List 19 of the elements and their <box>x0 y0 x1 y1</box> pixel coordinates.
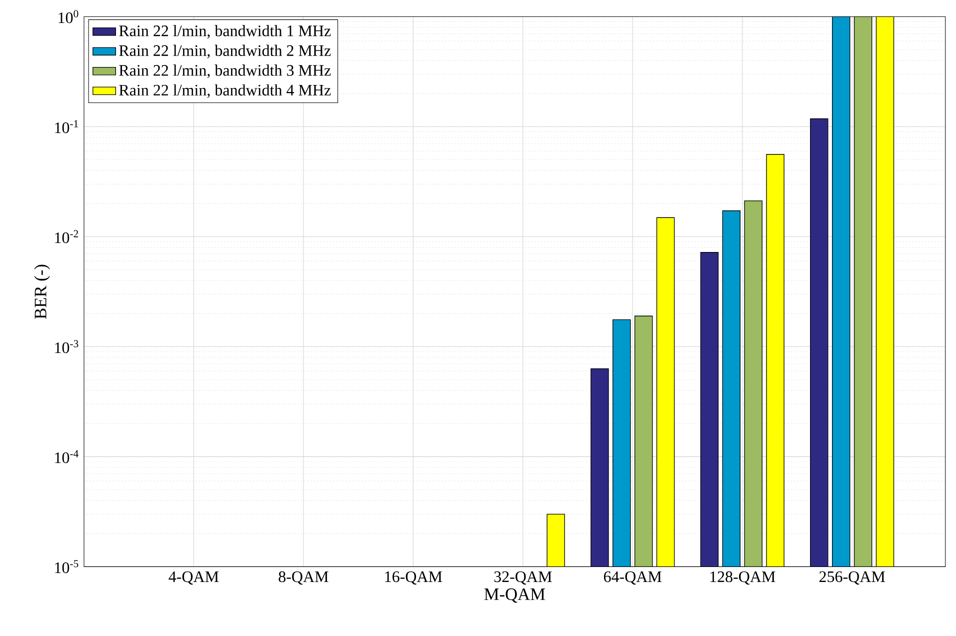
x-tick-label: 8-QAM <box>278 571 328 585</box>
x-tick-label: 4-QAM <box>168 571 219 585</box>
y-tick-label: 10$^{-4}$ <box>55 450 78 464</box>
y-tick-label: 10$^{-5}$ <box>55 560 78 574</box>
y-tick-label: 10$^{-2}$ <box>55 230 78 244</box>
legend-label: Rain 22 l/min, bandwidth 2 MHz <box>119 44 331 58</box>
x-axis-title: M-QAM <box>484 588 545 603</box>
y-tick-label: 10$^{-1}$ <box>55 120 78 134</box>
legend-label: Rain 22 l/min, bandwidth 3 MHz <box>119 64 331 78</box>
x-tick-label: 64-QAM <box>604 571 662 585</box>
x-tick-label: 256-QAM <box>819 571 885 585</box>
legend-label: Rain 22 l/min, bandwidth 1 MHz <box>119 25 331 39</box>
legend-label: Rain 22 l/min, bandwidth 4 MHz <box>119 84 331 98</box>
x-tick-label: 16-QAM <box>385 571 442 585</box>
x-tick-label: 128-QAM <box>710 571 776 585</box>
y-tick-label: 10$^{0}$ <box>58 10 78 24</box>
y-axis-title: BER (-) <box>34 264 50 319</box>
y-tick-label: 10$^{-3}$ <box>55 340 78 354</box>
x-tick-label: 32-QAM <box>494 571 552 585</box>
